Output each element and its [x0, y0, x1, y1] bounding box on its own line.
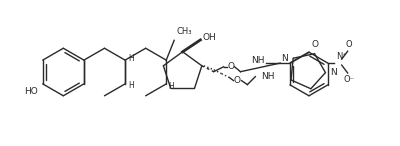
Text: NH: NH [251, 56, 264, 65]
Text: CH₃: CH₃ [176, 27, 192, 36]
Text: HO: HO [24, 87, 38, 96]
Text: H: H [168, 82, 174, 91]
Text: H: H [128, 81, 134, 90]
Text: NH: NH [261, 72, 275, 81]
Text: N: N [330, 68, 337, 77]
Text: N: N [282, 54, 288, 63]
Text: O: O [227, 62, 234, 71]
Text: O: O [311, 40, 318, 49]
Text: H: H [128, 54, 134, 63]
Text: O⁻: O⁻ [343, 75, 354, 84]
Text: O: O [234, 76, 241, 85]
Text: OH: OH [202, 33, 216, 42]
Text: N⁺: N⁺ [336, 52, 347, 61]
Text: O: O [345, 40, 352, 49]
